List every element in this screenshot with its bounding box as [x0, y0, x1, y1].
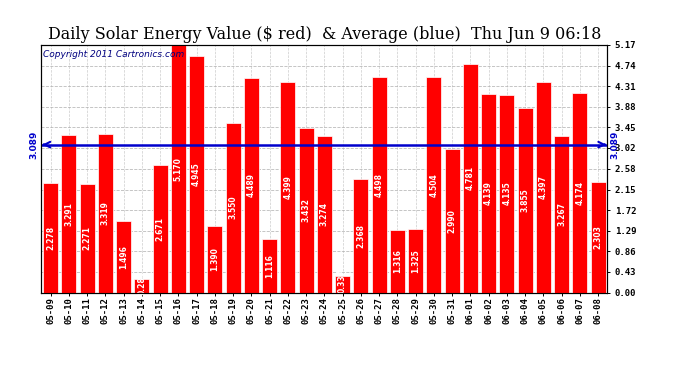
- Text: 4.135: 4.135: [502, 182, 511, 206]
- Text: 4.139: 4.139: [484, 182, 493, 206]
- Text: 3.267: 3.267: [557, 202, 566, 226]
- Bar: [335, 276, 350, 292]
- Bar: [572, 93, 587, 292]
- Bar: [207, 226, 222, 292]
- Bar: [353, 179, 368, 292]
- Bar: [98, 134, 112, 292]
- Text: 4.174: 4.174: [575, 181, 584, 205]
- Text: 3.089: 3.089: [611, 130, 620, 159]
- Bar: [171, 45, 186, 292]
- Bar: [372, 77, 386, 292]
- Bar: [79, 184, 95, 292]
- Bar: [152, 165, 168, 292]
- Bar: [116, 221, 131, 292]
- Bar: [135, 279, 149, 292]
- Text: 4.504: 4.504: [429, 173, 438, 196]
- Bar: [280, 82, 295, 292]
- Text: 4.498: 4.498: [375, 173, 384, 197]
- Bar: [244, 78, 259, 292]
- Text: 3.089: 3.089: [30, 130, 39, 159]
- Text: 4.399: 4.399: [284, 175, 293, 199]
- Bar: [262, 239, 277, 292]
- Text: 3.291: 3.291: [64, 202, 73, 226]
- Text: 1.496: 1.496: [119, 245, 128, 268]
- Text: 3.550: 3.550: [228, 196, 237, 219]
- Text: 3.855: 3.855: [520, 188, 529, 212]
- Bar: [554, 136, 569, 292]
- Text: 4.945: 4.945: [192, 162, 201, 186]
- Text: 2.368: 2.368: [356, 224, 365, 248]
- Bar: [299, 128, 313, 292]
- Bar: [518, 108, 533, 292]
- Text: 4.781: 4.781: [466, 166, 475, 190]
- Bar: [61, 135, 77, 292]
- Bar: [536, 82, 551, 292]
- Bar: [481, 94, 496, 292]
- Text: 4.489: 4.489: [247, 173, 256, 197]
- Text: 0.337: 0.337: [338, 269, 347, 293]
- Text: 3.274: 3.274: [319, 202, 329, 226]
- Text: 3.319: 3.319: [101, 201, 110, 225]
- Text: 1.316: 1.316: [393, 249, 402, 273]
- Text: 0.285: 0.285: [137, 271, 146, 295]
- Text: 1.390: 1.390: [210, 247, 219, 271]
- Text: 1.325: 1.325: [411, 249, 420, 273]
- Bar: [390, 230, 405, 292]
- Text: 2.990: 2.990: [448, 209, 457, 233]
- Bar: [317, 136, 332, 292]
- Bar: [408, 229, 423, 292]
- Bar: [189, 56, 204, 292]
- Bar: [444, 149, 460, 292]
- Bar: [226, 123, 241, 292]
- Bar: [426, 77, 442, 292]
- Text: 2.671: 2.671: [155, 217, 164, 241]
- Bar: [43, 183, 58, 292]
- Text: 5.170: 5.170: [174, 157, 183, 181]
- Title: Daily Solar Energy Value ($ red)  & Average (blue)  Thu Jun 9 06:18: Daily Solar Energy Value ($ red) & Avera…: [48, 27, 601, 44]
- Text: Copyright 2011 Cartronics.com: Copyright 2011 Cartronics.com: [43, 50, 184, 59]
- Bar: [591, 182, 606, 292]
- Text: 2.278: 2.278: [46, 226, 55, 250]
- Text: 2.271: 2.271: [83, 226, 92, 250]
- Bar: [500, 94, 514, 292]
- Text: 1.116: 1.116: [265, 254, 274, 278]
- Bar: [463, 64, 477, 292]
- Text: 4.397: 4.397: [539, 175, 548, 199]
- Text: 2.303: 2.303: [593, 225, 602, 249]
- Text: 3.432: 3.432: [302, 198, 310, 222]
